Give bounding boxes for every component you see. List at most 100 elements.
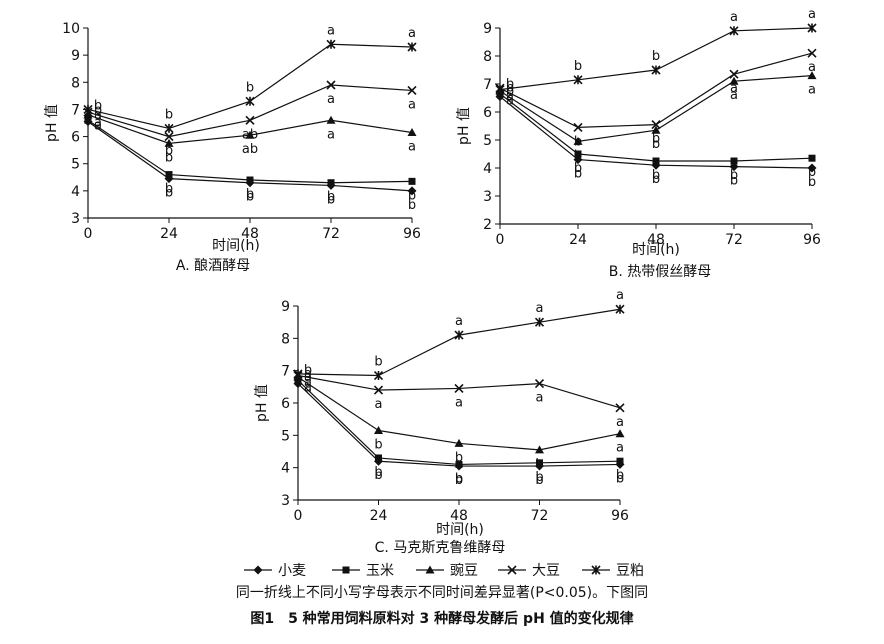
data-point-豆粕-shape bbox=[83, 104, 93, 114]
significance-label: b bbox=[730, 174, 738, 189]
x-axis-label: 时间(h) bbox=[212, 238, 260, 254]
data-point-豌豆 bbox=[615, 429, 625, 438]
x-tick-label: 72 bbox=[725, 232, 743, 248]
y-tick-label: 4 bbox=[71, 184, 80, 200]
significance-label: b bbox=[165, 150, 173, 165]
significance-label: b bbox=[574, 134, 582, 149]
data-point-豌豆 bbox=[729, 76, 739, 85]
data-point-玉米-shape bbox=[246, 176, 254, 184]
data-point-大豆 bbox=[407, 85, 417, 95]
data-point-豌豆 bbox=[454, 438, 464, 447]
y-axis-label: pH 值 bbox=[254, 384, 270, 422]
significance-label: b bbox=[808, 175, 816, 190]
x-tick-label: 96 bbox=[803, 232, 821, 248]
data-point-豆粕-shape bbox=[407, 42, 417, 52]
significance-label: a bbox=[94, 108, 102, 123]
data-point-大豆 bbox=[373, 385, 384, 395]
x-axis-label: 时间(h) bbox=[632, 242, 680, 258]
legend-label: 小麦 bbox=[278, 563, 306, 579]
data-point-豌豆-shape bbox=[407, 128, 417, 136]
significance-label: b bbox=[94, 103, 102, 118]
significance-label: b bbox=[408, 188, 416, 203]
data-point-豆粕 bbox=[615, 304, 625, 314]
y-tick-label: 3 bbox=[71, 211, 80, 227]
data-point-玉米 bbox=[84, 116, 92, 124]
significance-label: a bbox=[616, 441, 624, 456]
data-point-玉米 bbox=[574, 150, 582, 158]
data-point-豆粕 bbox=[373, 370, 384, 381]
data-point-大豆 bbox=[807, 48, 817, 58]
data-point-大豆-shape bbox=[407, 85, 417, 95]
significance-label: b bbox=[455, 450, 463, 465]
y-tick-label: 9 bbox=[483, 21, 492, 37]
data-point-玉米 bbox=[165, 171, 173, 179]
data-point-豌豆-shape bbox=[164, 138, 174, 147]
data-point-豆粕 bbox=[729, 26, 739, 36]
y-tick-label: 4 bbox=[281, 461, 290, 477]
data-point-豆粕 bbox=[407, 42, 417, 52]
significance-label: b bbox=[574, 167, 582, 182]
significance-label: b bbox=[616, 471, 624, 486]
x-tick-label: 72 bbox=[322, 226, 340, 242]
data-point-玉米 bbox=[375, 454, 382, 462]
y-tick-label: 5 bbox=[281, 428, 290, 444]
significance-label: b bbox=[246, 187, 254, 202]
data-point-玉米-shape bbox=[652, 157, 660, 165]
data-point-豌豆 bbox=[245, 130, 255, 139]
significance-label: a bbox=[616, 288, 624, 303]
significance-label: b bbox=[808, 165, 816, 180]
data-point-大豆-shape bbox=[807, 48, 817, 58]
data-point-大豆-shape bbox=[373, 385, 384, 395]
significance-label: a bbox=[304, 375, 312, 390]
y-tick-label: 9 bbox=[71, 48, 80, 64]
data-point-豆粕-shape bbox=[534, 317, 545, 327]
data-point-玉米-shape bbox=[808, 154, 816, 162]
significance-label: a bbox=[506, 94, 514, 109]
legend-marker-豆粕-shape bbox=[591, 565, 601, 575]
data-point-豆粕-shape bbox=[573, 75, 583, 85]
data-point-大豆 bbox=[729, 69, 739, 79]
data-point-玉米-shape bbox=[375, 454, 382, 462]
data-point-豆粕-shape bbox=[495, 85, 505, 95]
data-point-豌豆-shape bbox=[83, 110, 93, 119]
significance-label: b bbox=[165, 144, 173, 159]
data-point-玉米 bbox=[808, 154, 816, 162]
y-tick-label: 8 bbox=[71, 75, 80, 91]
data-point-豆粕 bbox=[651, 65, 661, 75]
data-point-豌豆 bbox=[651, 125, 661, 134]
data-point-玉米-shape bbox=[165, 171, 173, 179]
y-tick-label: 5 bbox=[71, 157, 80, 173]
x-tick-label: 0 bbox=[294, 508, 303, 524]
significance-label: b bbox=[506, 84, 514, 99]
significance-label: a bbox=[94, 119, 102, 134]
significance-label: a bbox=[327, 23, 335, 38]
data-point-大豆 bbox=[245, 115, 255, 125]
data-point-豌豆-shape bbox=[729, 76, 739, 85]
data-point-大豆 bbox=[651, 120, 661, 130]
data-point-豆粕-shape bbox=[373, 370, 384, 381]
significance-note: 同一折线上不同小写字母表示不同时间差异显著(P<0.05)。下图同 bbox=[235, 585, 649, 601]
significance-label: a bbox=[808, 7, 816, 22]
y-tick-label: 4 bbox=[483, 161, 492, 177]
data-point-玉米 bbox=[327, 179, 335, 187]
significance-label: b bbox=[374, 355, 382, 370]
y-axis-label: pH 值 bbox=[456, 107, 472, 145]
significance-label: a bbox=[536, 301, 544, 316]
significance-label: b bbox=[304, 363, 312, 378]
y-tick-label: 6 bbox=[71, 130, 80, 146]
significance-label: a bbox=[616, 415, 624, 430]
significance-label: b bbox=[535, 470, 543, 485]
data-point-豌豆-shape bbox=[651, 125, 661, 134]
significance-label: a bbox=[327, 127, 335, 142]
y-tick-label: 7 bbox=[71, 102, 80, 118]
data-point-小麦 bbox=[807, 163, 817, 173]
legend-marker-大豆-shape bbox=[507, 565, 517, 575]
significance-label: b bbox=[374, 437, 382, 452]
significance-label: b bbox=[374, 465, 382, 480]
data-point-豌豆 bbox=[164, 138, 174, 147]
x-axis-label: 时间(h) bbox=[436, 522, 484, 538]
y-tick-label: 8 bbox=[281, 331, 290, 347]
